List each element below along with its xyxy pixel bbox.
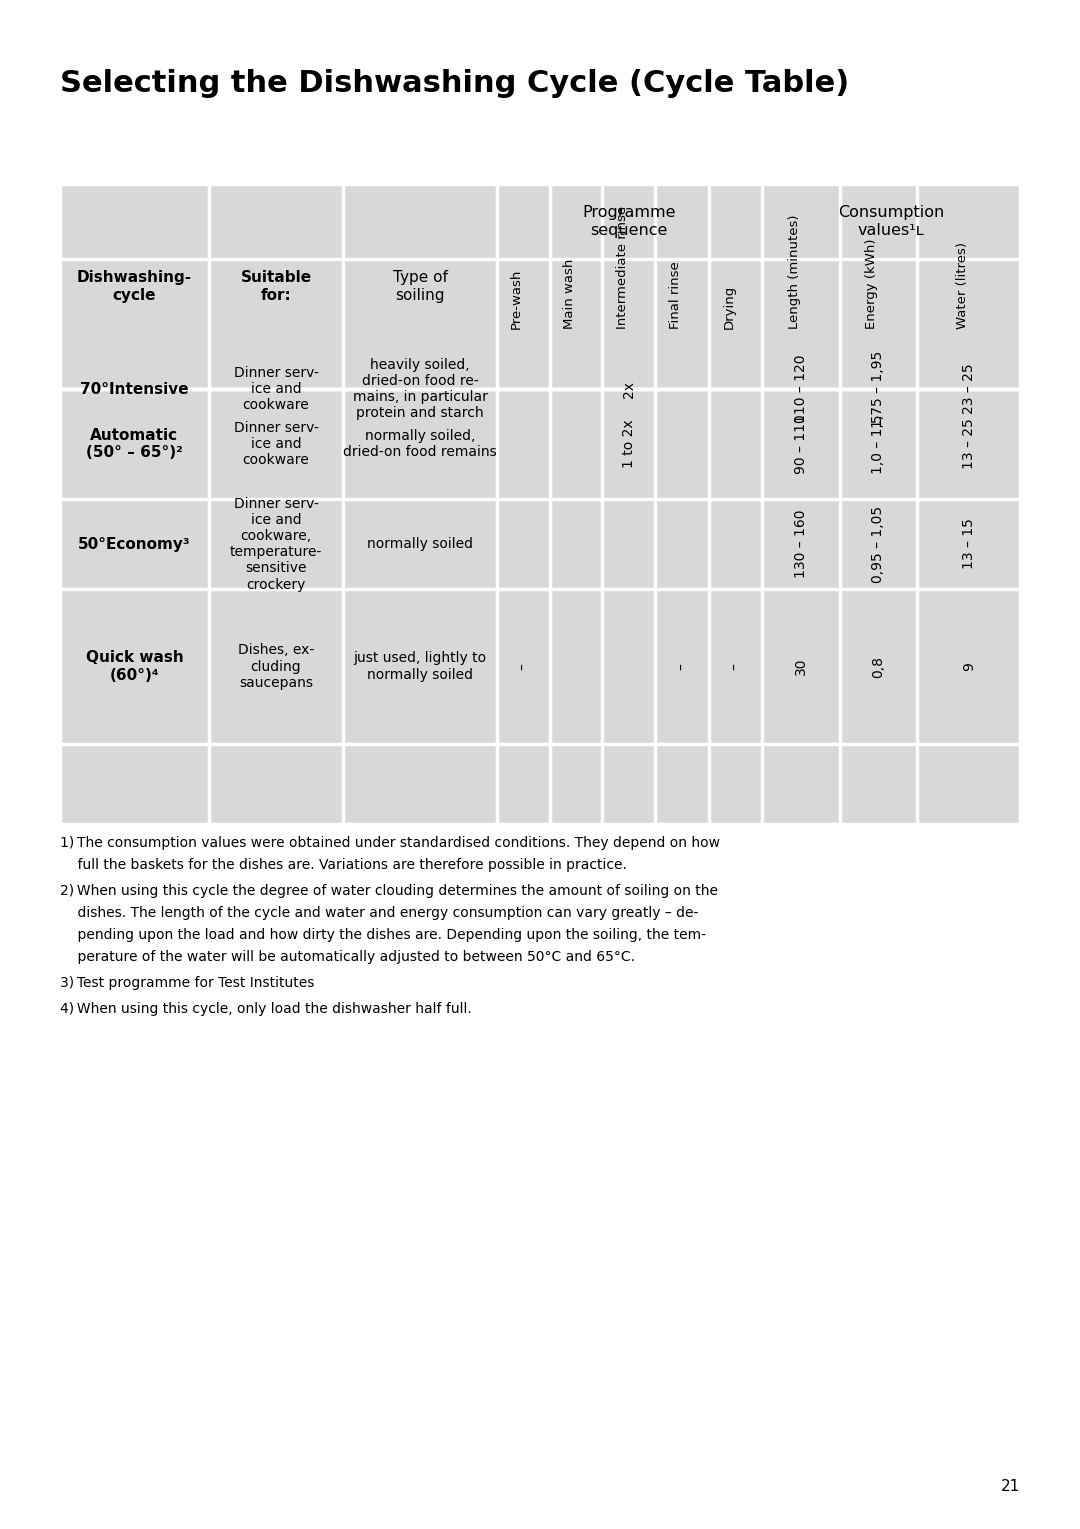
Text: heavily soiled,
dried-on food re-
mains, in particular
protein and starch: heavily soiled, dried-on food re- mains,… (352, 358, 487, 420)
Text: –: – (728, 664, 742, 670)
Text: –: – (516, 664, 530, 670)
Bar (60, 183, 1020, 824)
Text: pending upon the load and how dirty the dishes are. Depending upon the soiling, : pending upon the load and how dirty the … (60, 928, 706, 942)
Text: 30: 30 (794, 657, 808, 676)
Text: Dinner serv-
ice and
cookware,
temperature-
sensitive
crockery: Dinner serv- ice and cookware, temperatu… (230, 497, 322, 592)
Text: Consumption
values¹ʟ: Consumption values¹ʟ (838, 205, 944, 237)
Text: Suitable
for:: Suitable for: (241, 271, 311, 303)
Text: Drying: Drying (723, 284, 735, 329)
Text: 70°Intensive: 70°Intensive (80, 382, 189, 396)
Text: perature of the water will be automatically adjusted to between 50°C and 65°C.: perature of the water will be automatica… (60, 950, 635, 963)
Text: 110 – 120: 110 – 120 (794, 355, 808, 424)
Text: normally soiled: normally soiled (367, 537, 473, 550)
Text: 1,75 – 1,95: 1,75 – 1,95 (872, 350, 886, 428)
Text: 4) When using this cycle, only load the dishwasher half full.: 4) When using this cycle, only load the … (60, 1001, 472, 1015)
Text: 0,8: 0,8 (872, 656, 886, 677)
Text: 13 – 25: 13 – 25 (961, 419, 975, 469)
Text: 0,95 – 1,05: 0,95 – 1,05 (872, 506, 886, 583)
Text: Dishes, ex-
cluding
saucepans: Dishes, ex- cluding saucepans (238, 644, 314, 690)
Text: Intermediate rinse: Intermediate rinse (616, 206, 629, 329)
Text: normally soiled,
dried-on food remains: normally soiled, dried-on food remains (343, 430, 497, 459)
Text: 21: 21 (1001, 1479, 1020, 1494)
Text: dishes. The length of the cycle and water and energy consumption can vary greatl: dishes. The length of the cycle and wate… (60, 907, 699, 920)
Text: Selecting the Dishwashing Cycle (Cycle Table): Selecting the Dishwashing Cycle (Cycle T… (60, 69, 849, 98)
Text: 1 to 2x: 1 to 2x (622, 419, 636, 468)
Text: Energy (kWh): Energy (kWh) (865, 239, 878, 329)
Text: 13 – 15: 13 – 15 (961, 518, 975, 569)
Text: 1,0 – 1,5: 1,0 – 1,5 (872, 414, 886, 474)
Text: Automatic
(50° – 65°)²: Automatic (50° – 65°)² (86, 428, 183, 460)
Text: 3) Test programme for Test Institutes: 3) Test programme for Test Institutes (60, 976, 314, 989)
Text: Water (litres): Water (litres) (956, 242, 969, 329)
Text: Quick wash
(60°)⁴: Quick wash (60°)⁴ (85, 650, 184, 683)
Text: 9: 9 (961, 662, 975, 671)
Text: Final rinse: Final rinse (670, 261, 683, 329)
Text: Type of
soiling: Type of soiling (392, 271, 447, 303)
Text: Pre-wash: Pre-wash (510, 269, 523, 329)
Text: 50°Economy³: 50°Economy³ (78, 537, 191, 552)
Text: 1) The consumption values were obtained under standardised conditions. They depe: 1) The consumption values were obtained … (60, 836, 720, 850)
Text: Dishwashing-
cycle: Dishwashing- cycle (77, 271, 192, 303)
Text: Main wash: Main wash (563, 258, 576, 329)
Text: Length (minutes): Length (minutes) (787, 214, 800, 329)
Text: Programme
sequence: Programme sequence (582, 205, 676, 237)
Text: full the baskets for the dishes are. Variations are therefore possible in practi: full the baskets for the dishes are. Var… (60, 858, 626, 872)
Text: 90 – 110: 90 – 110 (794, 414, 808, 474)
Text: 2x: 2x (622, 381, 636, 398)
Text: just used, lightly to
normally soiled: just used, lightly to normally soiled (353, 651, 487, 682)
Text: 130 – 160: 130 – 160 (794, 509, 808, 578)
Text: Dinner serv-
ice and
cookware: Dinner serv- ice and cookware (233, 365, 319, 413)
Text: –: – (675, 664, 689, 670)
Text: 23 – 25: 23 – 25 (961, 364, 975, 414)
Text: Dinner serv-
ice and
cookware: Dinner serv- ice and cookware (233, 420, 319, 468)
Text: 2) When using this cycle the degree of water clouding determines the amount of s: 2) When using this cycle the degree of w… (60, 884, 718, 898)
